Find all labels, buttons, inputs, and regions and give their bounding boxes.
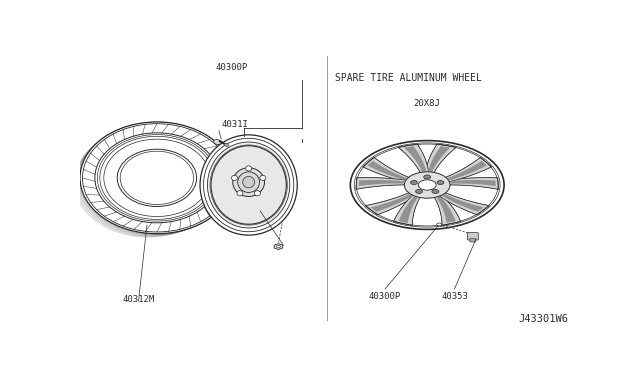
Ellipse shape — [97, 135, 216, 221]
Circle shape — [424, 175, 431, 179]
Text: 40300P: 40300P — [369, 292, 401, 301]
Ellipse shape — [255, 191, 260, 196]
Polygon shape — [445, 157, 492, 182]
Polygon shape — [434, 195, 461, 225]
Ellipse shape — [237, 172, 260, 192]
Polygon shape — [447, 178, 499, 189]
Ellipse shape — [214, 140, 221, 144]
Circle shape — [419, 180, 436, 190]
Ellipse shape — [243, 176, 255, 188]
Polygon shape — [442, 194, 484, 212]
Polygon shape — [436, 196, 456, 223]
Text: SPARE TIRE ALUMINUM WHEEL: SPARE TIRE ALUMINUM WHEEL — [335, 73, 483, 83]
Ellipse shape — [200, 135, 297, 235]
Polygon shape — [401, 197, 417, 221]
Text: 40312M: 40312M — [122, 295, 155, 304]
Ellipse shape — [237, 191, 243, 196]
Ellipse shape — [260, 175, 266, 180]
Ellipse shape — [246, 166, 252, 171]
Polygon shape — [363, 157, 410, 182]
Ellipse shape — [211, 146, 286, 224]
Polygon shape — [358, 180, 404, 186]
Ellipse shape — [276, 246, 280, 248]
Circle shape — [436, 223, 442, 226]
Polygon shape — [365, 192, 415, 215]
Polygon shape — [374, 195, 412, 210]
Polygon shape — [404, 146, 426, 171]
Ellipse shape — [100, 136, 214, 219]
Polygon shape — [356, 178, 407, 189]
Polygon shape — [370, 163, 406, 180]
Polygon shape — [398, 144, 429, 173]
Polygon shape — [434, 195, 461, 225]
Polygon shape — [394, 195, 420, 225]
Ellipse shape — [204, 138, 294, 232]
Polygon shape — [407, 148, 426, 171]
FancyBboxPatch shape — [467, 232, 478, 240]
Ellipse shape — [80, 122, 234, 234]
Polygon shape — [448, 161, 487, 180]
Polygon shape — [361, 181, 404, 185]
Ellipse shape — [210, 145, 287, 225]
Polygon shape — [356, 178, 407, 189]
Circle shape — [356, 144, 498, 226]
Text: J43301W6: J43301W6 — [518, 314, 568, 324]
Ellipse shape — [117, 149, 196, 206]
Polygon shape — [399, 196, 418, 223]
Text: 40300P: 40300P — [215, 63, 248, 72]
Ellipse shape — [207, 142, 290, 228]
Ellipse shape — [224, 143, 228, 147]
FancyBboxPatch shape — [470, 238, 476, 242]
Polygon shape — [426, 144, 456, 173]
Ellipse shape — [233, 168, 264, 196]
Circle shape — [415, 189, 422, 193]
Text: 20X8J: 20X8J — [414, 99, 440, 108]
Ellipse shape — [232, 175, 237, 180]
Polygon shape — [428, 146, 450, 171]
Polygon shape — [438, 197, 454, 221]
Polygon shape — [448, 163, 484, 180]
Polygon shape — [429, 148, 447, 171]
Polygon shape — [439, 192, 489, 215]
Text: 40224: 40224 — [262, 201, 289, 209]
Text: 40353: 40353 — [441, 292, 468, 301]
Polygon shape — [450, 180, 496, 186]
Polygon shape — [447, 178, 499, 189]
Ellipse shape — [120, 151, 193, 205]
Polygon shape — [394, 195, 420, 225]
Circle shape — [432, 189, 439, 193]
Polygon shape — [367, 161, 406, 180]
Text: 4031I: 4031I — [221, 120, 248, 129]
Ellipse shape — [104, 139, 210, 217]
Polygon shape — [426, 144, 456, 173]
Polygon shape — [445, 157, 492, 182]
Circle shape — [404, 172, 450, 198]
Circle shape — [410, 180, 417, 185]
Polygon shape — [371, 194, 412, 212]
Polygon shape — [443, 195, 481, 210]
Polygon shape — [439, 192, 489, 215]
Ellipse shape — [95, 133, 219, 223]
Circle shape — [437, 180, 444, 185]
Polygon shape — [365, 192, 415, 215]
Polygon shape — [398, 144, 429, 173]
Polygon shape — [451, 181, 493, 185]
Polygon shape — [363, 157, 410, 182]
Ellipse shape — [83, 124, 231, 232]
